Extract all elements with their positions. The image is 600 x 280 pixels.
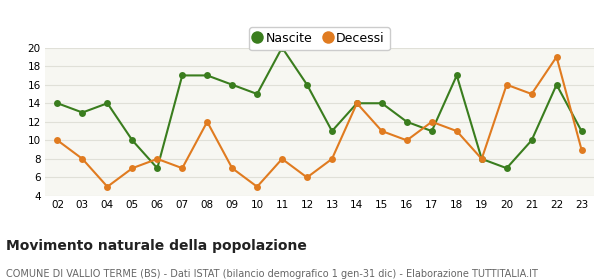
Decessi xyxy=(154,157,161,161)
Decessi xyxy=(378,129,385,133)
Nascite xyxy=(79,111,86,114)
Nascite xyxy=(203,74,211,77)
Decessi xyxy=(304,176,311,179)
Decessi xyxy=(503,83,510,87)
Nascite xyxy=(578,129,585,133)
Nascite xyxy=(503,167,510,170)
Nascite xyxy=(54,102,61,105)
Nascite xyxy=(428,129,436,133)
Nascite xyxy=(478,157,485,161)
Nascite xyxy=(229,83,236,87)
Decessi xyxy=(453,129,460,133)
Nascite xyxy=(403,120,410,123)
Decessi xyxy=(478,157,485,161)
Decessi xyxy=(254,185,261,188)
Decessi xyxy=(353,102,361,105)
Nascite xyxy=(453,74,460,77)
Decessi xyxy=(229,167,236,170)
Nascite xyxy=(179,74,186,77)
Legend: Nascite, Decessi: Nascite, Decessi xyxy=(250,27,389,50)
Decessi xyxy=(129,167,136,170)
Nascite xyxy=(353,102,361,105)
Nascite xyxy=(304,83,311,87)
Nascite xyxy=(378,102,385,105)
Decessi xyxy=(553,55,560,59)
Decessi xyxy=(578,148,585,151)
Decessi xyxy=(328,157,335,161)
Decessi xyxy=(79,157,86,161)
Decessi xyxy=(203,120,211,123)
Decessi xyxy=(104,185,111,188)
Decessi xyxy=(179,167,186,170)
Line: Nascite: Nascite xyxy=(54,44,585,172)
Line: Decessi: Decessi xyxy=(54,53,585,190)
Decessi xyxy=(403,139,410,142)
Nascite xyxy=(553,83,560,87)
Text: Movimento naturale della popolazione: Movimento naturale della popolazione xyxy=(6,239,307,253)
Decessi xyxy=(54,139,61,142)
Nascite xyxy=(129,139,136,142)
Nascite xyxy=(328,129,335,133)
Nascite xyxy=(154,167,161,170)
Nascite xyxy=(104,102,111,105)
Decessi xyxy=(528,92,535,96)
Nascite xyxy=(528,139,535,142)
Decessi xyxy=(278,157,286,161)
Nascite xyxy=(254,92,261,96)
Text: COMUNE DI VALLIO TERME (BS) - Dati ISTAT (bilancio demografico 1 gen-31 dic) - E: COMUNE DI VALLIO TERME (BS) - Dati ISTAT… xyxy=(6,269,538,279)
Nascite xyxy=(278,46,286,49)
Decessi xyxy=(428,120,436,123)
